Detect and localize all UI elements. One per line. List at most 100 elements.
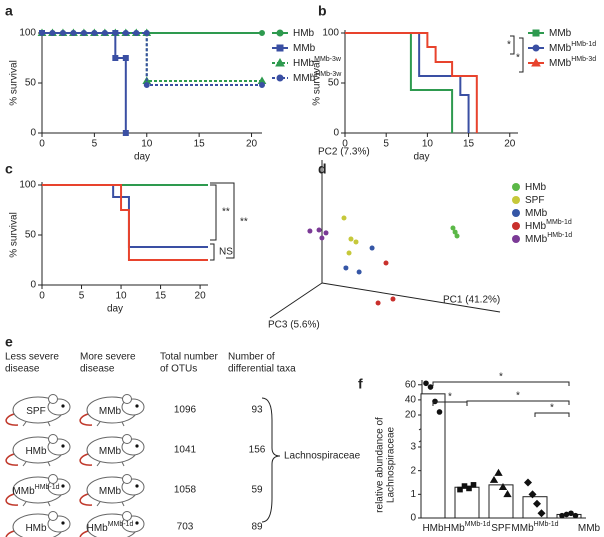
mouse-tail <box>79 453 93 466</box>
significance-label: ** <box>240 217 248 228</box>
y-tick-label: 100 <box>322 28 339 39</box>
y-axis-label: % survival <box>9 60 20 106</box>
pc2-label: PC2 (7.3%) <box>318 147 370 158</box>
legend-label-main: MMb <box>549 58 572 69</box>
x-tick-label: 15 <box>155 291 167 302</box>
y-tick-label: 3 <box>410 442 416 453</box>
marker <box>532 499 542 508</box>
mouse-eye <box>135 484 139 488</box>
y-axis-label: relative abundance of <box>375 417 386 513</box>
mouse-label: MMb <box>99 446 122 457</box>
x-tick-label: 20 <box>246 139 258 150</box>
significance-label: * <box>516 53 520 64</box>
y-tick-label: 100 <box>19 28 36 39</box>
survival-line <box>42 184 208 261</box>
x-tick-label-sup: HMb-1d <box>534 521 559 528</box>
survival-line <box>42 32 127 133</box>
sample-point <box>341 215 347 221</box>
survival-line <box>345 32 470 133</box>
mouse-leg <box>96 461 101 467</box>
marker <box>259 30 265 36</box>
legend-label: MMbHMb-1d <box>549 41 596 54</box>
legend-label: MMb <box>293 43 316 54</box>
significance-bracket <box>519 37 524 73</box>
legend-marker <box>512 209 520 217</box>
mouse-leg <box>47 461 51 467</box>
marker <box>572 512 579 519</box>
significance-label: * <box>448 392 452 403</box>
mouse-label-main: MMb <box>99 446 122 457</box>
legend-label-sup: HMb-3w <box>315 71 342 78</box>
marker <box>91 30 98 36</box>
mouse-ear <box>122 511 132 521</box>
column-header: Number of <box>228 352 275 363</box>
x-tick-label: 10 <box>422 139 434 150</box>
mouse-icon <box>5 394 71 426</box>
marker <box>70 30 77 36</box>
legend-label-sup: HMb-1d <box>547 232 572 239</box>
legend-label-main: SPF <box>525 195 544 206</box>
brace <box>261 397 281 523</box>
taxa-count: 93 <box>251 405 263 416</box>
mouse-label: HMbMMb-1d <box>87 521 134 534</box>
marker <box>466 485 472 492</box>
x-tick-label: HMb <box>422 523 444 534</box>
significance-bracket <box>210 182 235 259</box>
pc3-axis <box>269 282 323 319</box>
otu-count: 1096 <box>174 405 197 416</box>
marker <box>523 478 533 487</box>
sample-point <box>375 300 381 306</box>
sample-point <box>450 225 456 231</box>
x-tick-label: SPF <box>491 523 510 534</box>
mouse-ear <box>48 511 58 521</box>
marker <box>49 30 56 36</box>
legend-label-main: MMb <box>525 234 548 245</box>
significance-bracket <box>210 243 215 261</box>
marker <box>498 482 508 491</box>
mouse-eye <box>135 521 139 525</box>
sample-point <box>356 269 362 275</box>
y-tick-label: 0 <box>333 128 339 139</box>
mouse-icon <box>5 434 71 466</box>
mouse-icon <box>5 474 71 506</box>
significance-bracket <box>432 381 570 386</box>
taxon-label: Lachnospiraceae <box>284 451 361 462</box>
mouse-ear <box>48 434 58 444</box>
x-tick-label: MMbHMb-1d <box>511 521 558 534</box>
y-tick-label: 40 <box>405 395 417 406</box>
significance-label: * <box>507 40 511 51</box>
significance-label: ** <box>222 207 230 218</box>
marker <box>143 30 150 36</box>
significance-label: * <box>550 403 554 414</box>
marker <box>101 30 108 36</box>
marker <box>80 30 87 36</box>
mouse-eye <box>61 484 65 488</box>
legend-label-main: MMb <box>525 208 548 219</box>
legend-label: MMbHMb-1d <box>525 232 572 245</box>
x-tick-label: 10 <box>115 291 127 302</box>
x-tick-label: 20 <box>504 139 516 150</box>
mouse-ear <box>48 394 58 404</box>
sample-point <box>319 235 325 241</box>
mouse-label: HMb <box>25 523 47 534</box>
mouse-icon <box>5 511 71 537</box>
mouse-leg <box>22 501 27 507</box>
mouse-label: MMbHMb-1d <box>12 484 59 497</box>
mouse-tail <box>79 530 89 537</box>
taxa-count: 59 <box>251 485 263 496</box>
mouse-leg <box>47 501 51 507</box>
significance-bracket <box>510 35 515 55</box>
x-tick-label-main: MMb <box>578 523 601 534</box>
sample-point <box>383 260 389 266</box>
x-tick-label: 0 <box>342 139 348 150</box>
marker <box>563 511 570 518</box>
legend-label-main: HMb <box>293 28 315 39</box>
survival-line <box>42 184 208 248</box>
mouse-label-main: HMb <box>87 523 109 534</box>
legend-label: HMb <box>293 28 315 39</box>
marker <box>122 30 129 36</box>
x-tick-label: 5 <box>383 139 389 150</box>
mouse-label: SPF <box>26 406 45 417</box>
mouse-tail <box>5 413 19 426</box>
marker <box>537 509 546 518</box>
